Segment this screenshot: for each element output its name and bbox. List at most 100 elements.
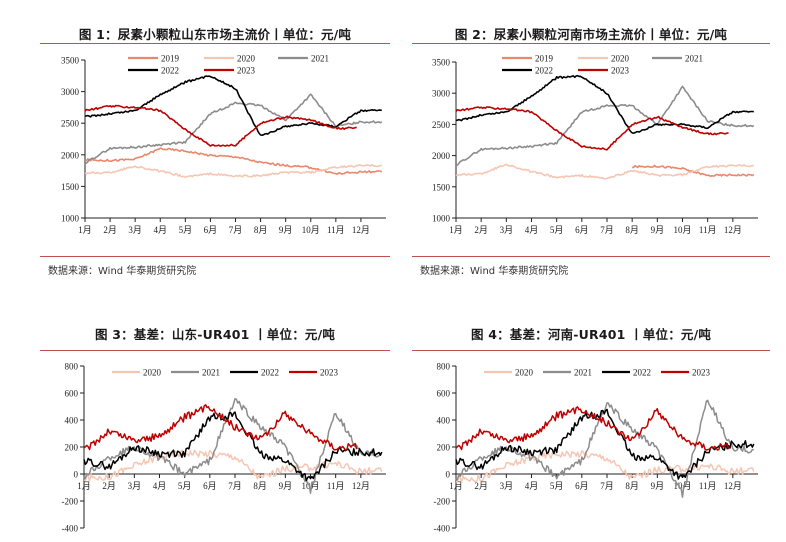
figure-4-title: 图 4：基差：河南-UR401 丨单位：元/吨	[470, 327, 712, 342]
x-tick-label: 1月	[449, 225, 463, 235]
y-tick-label: 400	[65, 416, 79, 426]
x-tick-label: 4月	[153, 481, 167, 491]
figure-1-source-rule	[40, 256, 390, 257]
figure-1-chart: 1000 1500 2000 2500 3000 3500 1月 2月 3月 4月 5月 6月 7月 8月…	[61, 54, 386, 235]
y-tick-label: 1000	[61, 214, 80, 224]
x-tick-label: 12月	[352, 225, 370, 235]
x-tick-label: 7月	[600, 225, 614, 235]
y-tick-label: 400	[437, 416, 451, 426]
x-tick-label: 11月	[327, 225, 345, 235]
y-tick-label: 800	[65, 362, 79, 372]
x-tick-label: 8月	[625, 225, 639, 235]
x-tick-label: 10月	[302, 225, 320, 235]
legend-label-2021: 2021	[202, 368, 220, 378]
y-tick-label: 1000	[432, 214, 451, 224]
x-tick-label: 2月	[103, 225, 117, 235]
y-tick-label: 0	[74, 470, 79, 480]
series-line-2020	[455, 163, 754, 180]
x-tick-label: 3月	[128, 225, 142, 235]
x-tick-label: 9月	[279, 481, 293, 491]
x-tick-label: 9月	[651, 481, 665, 491]
legend-label-2020: 2020	[143, 368, 162, 378]
x-tick-label: 12月	[352, 481, 370, 491]
y-tick-label: 3000	[432, 89, 451, 99]
y-tick-label: 2000	[432, 151, 451, 161]
y-tick-label: 600	[437, 389, 451, 399]
series-line-2021	[455, 85, 755, 166]
legend-label-2023: 2023	[237, 66, 256, 76]
figure-3-title-rule	[40, 350, 390, 351]
figure-4-chart: -400 -200 0 200 400 600 800 1月 2月 3月 4月 5月 6月 7月 8月 9月 1…	[434, 362, 758, 534]
y-tick-label: 3500	[61, 56, 80, 66]
legend-label-2020: 2020	[515, 368, 534, 378]
legend-label-2022: 2022	[535, 66, 553, 76]
x-tick-label: 11月	[699, 225, 717, 235]
x-tick-label: 2月	[474, 225, 488, 235]
x-tick-label: 5月	[550, 481, 564, 491]
x-tick-label: 1月	[449, 481, 463, 491]
series-line-2023	[83, 404, 358, 451]
x-tick-label: 10月	[301, 481, 319, 491]
x-tick-label: 6月	[203, 481, 217, 491]
x-tick-label: 10月	[673, 481, 691, 491]
y-tick-label: 0	[446, 470, 451, 480]
legend-label-2020: 2020	[237, 54, 256, 64]
x-tick-label: 3月	[500, 225, 514, 235]
x-tick-label: 6月	[575, 481, 589, 491]
series-line-2022	[455, 408, 755, 480]
legend-label-2019: 2019	[161, 54, 180, 64]
figure-1-title-rule	[40, 43, 390, 44]
y-tick-label: 3500	[432, 58, 451, 68]
figure-1-source: 数据来源：Wind 华泰期货研究院	[48, 266, 197, 277]
x-tick-label: 7月	[228, 481, 242, 491]
x-tick-label: 9月	[279, 225, 293, 235]
series-line-2020	[455, 449, 755, 483]
x-tick-label: 2月	[474, 481, 488, 491]
x-tick-label: 8月	[254, 225, 268, 235]
x-tick-label: 11月	[699, 481, 717, 491]
figure-1-panel: 图 1：尿素小颗粒山东市场主流价丨单位：元/吨 1000 1500 2000 2500…	[40, 20, 390, 280]
y-tick-label: 600	[65, 389, 79, 399]
series-line-2022	[83, 411, 383, 482]
figure-2-source-rule	[412, 256, 770, 257]
y-tick-label: 2500	[61, 119, 80, 129]
x-tick-label: 11月	[327, 481, 345, 491]
figure-2-title: 图 2：尿素小颗粒河南市场主流价丨单位：元/吨	[454, 27, 728, 42]
series-line-2023	[455, 406, 730, 451]
x-tick-label: 1月	[77, 481, 91, 491]
x-tick-label: 6月	[204, 225, 218, 235]
figure-3-title: 图 3：基差：山东-UR401 丨单位：元/吨	[94, 327, 336, 342]
figure-4-title-rule	[412, 350, 770, 351]
series-line-2020	[83, 449, 383, 482]
legend-label-2021: 2021	[574, 368, 592, 378]
x-tick-label: 3月	[500, 481, 514, 491]
series-line-2023	[84, 104, 357, 147]
figure-3-chart: -400 -200 0 200 400 600 800 1月 2月 3月 4月 5月 6月 7月 8月 9月 1…	[62, 362, 386, 534]
x-tick-label: 8月	[253, 481, 267, 491]
legend-label-2020: 2020	[611, 54, 630, 64]
legend-label-2019: 2019	[535, 54, 554, 64]
legend-label-2023: 2023	[692, 368, 711, 378]
x-tick-label: 10月	[673, 225, 691, 235]
legend-label-2023: 2023	[320, 368, 339, 378]
x-tick-label: 4月	[525, 225, 539, 235]
x-tick-label: 7月	[229, 225, 243, 235]
y-tick-label: 3000	[61, 87, 80, 97]
x-tick-label: 6月	[575, 225, 589, 235]
x-tick-label: 8月	[625, 481, 639, 491]
series-line-2021	[84, 93, 383, 164]
y-tick-label: 800	[437, 362, 451, 372]
figure-1-title: 图 1：尿素小颗粒山东市场主流价丨单位：元/吨	[78, 27, 352, 42]
x-tick-label: 7月	[600, 481, 614, 491]
figure-4-panel: 图 4：基差：河南-UR401 丨单位：元/吨 -400 -200 0 200 400 6…	[412, 320, 770, 541]
legend-label-2021: 2021	[685, 54, 703, 64]
x-tick-label: 2月	[102, 481, 116, 491]
series-line-2020	[84, 163, 382, 179]
x-tick-label: 12月	[724, 225, 742, 235]
y-tick-label: -200	[434, 497, 451, 507]
y-tick-label: -200	[62, 497, 79, 507]
x-tick-label: 5月	[178, 481, 192, 491]
series-line-2021	[83, 398, 382, 494]
series-line-2023	[455, 106, 729, 151]
series-line-2022	[455, 74, 754, 134]
